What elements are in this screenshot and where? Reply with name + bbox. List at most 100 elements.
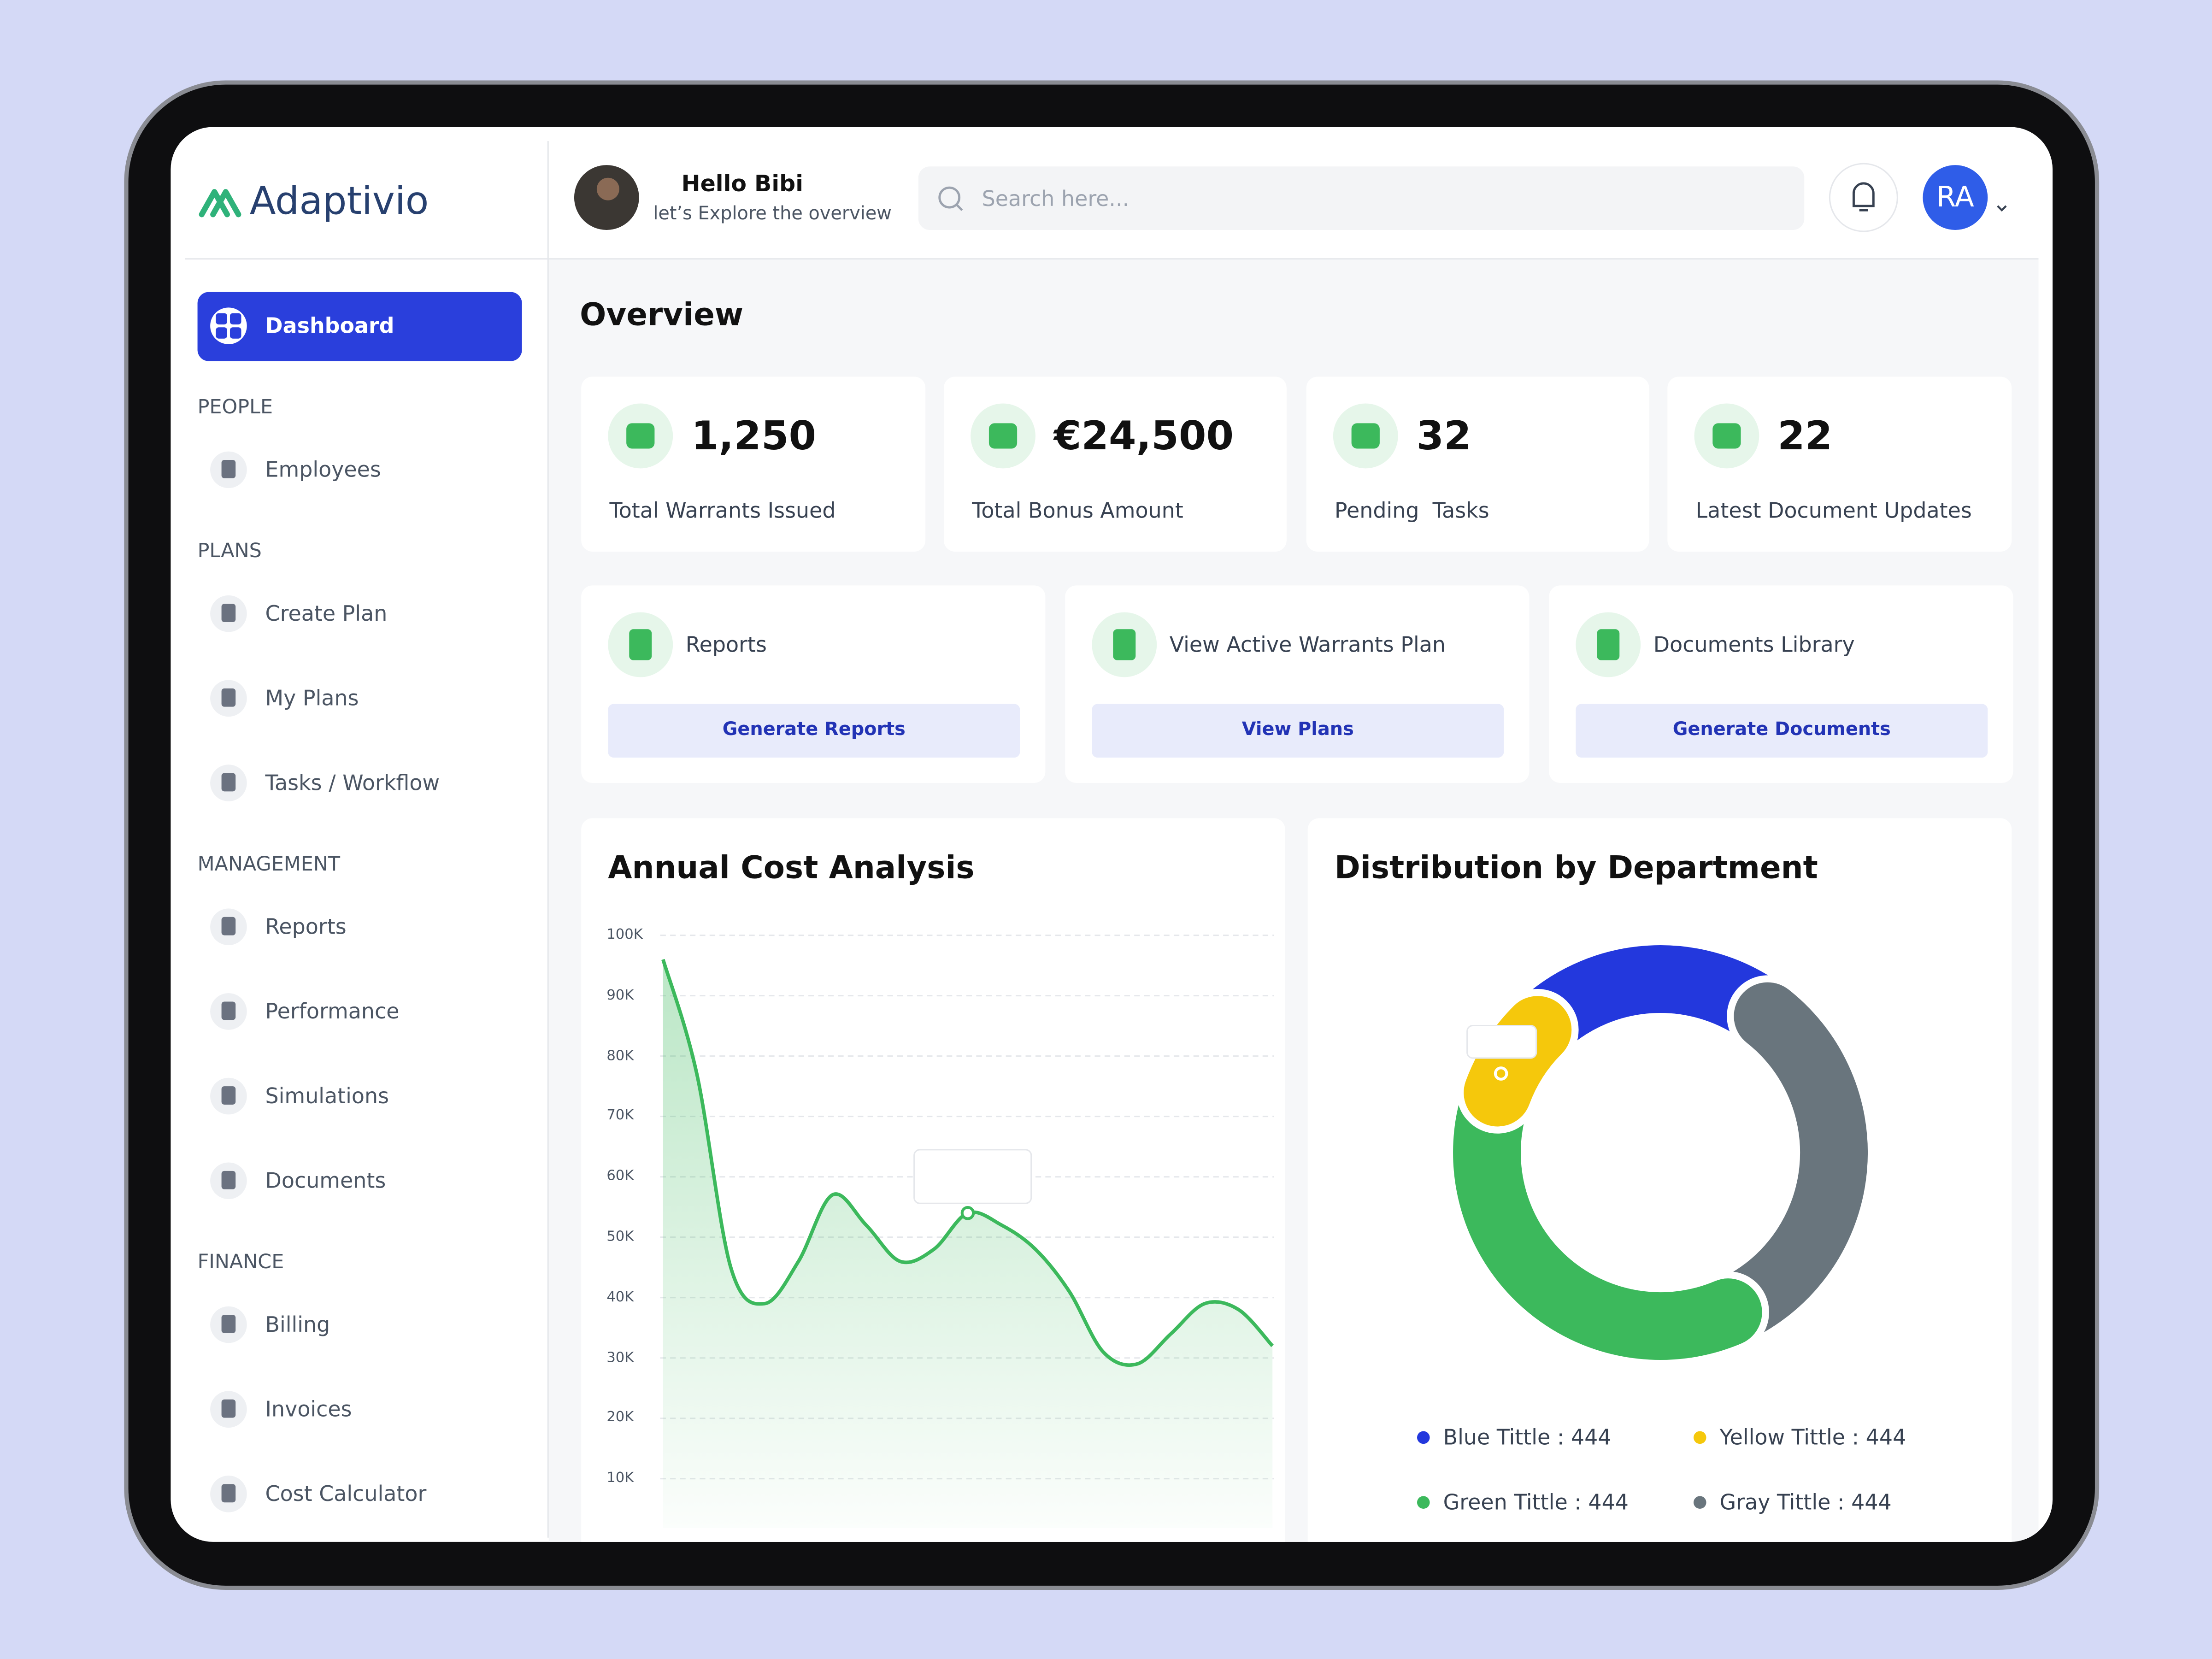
nav-heading: FINANCE	[197, 1251, 284, 1274]
y-tick-label: 10K	[606, 1471, 634, 1487]
action-icon	[1113, 629, 1136, 660]
nav-heading: PLANS	[197, 540, 262, 563]
donut-segment	[1453, 1070, 1762, 1360]
nav-icon-part	[221, 1315, 236, 1333]
search-placeholder[interactable]: Search here...	[982, 186, 1130, 212]
stat-icon	[988, 423, 1018, 449]
avatar-initials: RA	[1936, 181, 1974, 213]
chart-title: Annual Cost Analysis	[608, 851, 975, 887]
nav-item[interactable]: Create Plan	[265, 601, 388, 627]
profile-photo-face	[596, 177, 619, 200]
y-tick-label: 100K	[606, 927, 643, 943]
line	[661, 959, 1274, 1367]
y-tick-label: 30K	[606, 1350, 634, 1366]
nav-item[interactable]: Cost Calculator	[265, 1481, 427, 1507]
legend-label: Green Tittle : 444	[1443, 1489, 1629, 1515]
nav-icon	[210, 307, 247, 344]
tooltip	[913, 1149, 1032, 1204]
screen: Adaptivio Dashboard PEOPLE Employees PLANS Cr…	[171, 127, 2053, 1542]
nav-icon-part	[221, 459, 236, 478]
nav-item[interactable]: Reports	[265, 914, 347, 940]
legend-label: Blue Tittle : 444	[1443, 1424, 1612, 1450]
nav-icon-part	[216, 313, 227, 325]
nav-item[interactable]: Documents	[265, 1168, 386, 1194]
stat-label: Latest Document Updates	[1695, 498, 1972, 524]
line-area	[663, 959, 1273, 1528]
action-title: View Active Warrants Plan	[1169, 632, 1446, 658]
donut-segment	[1512, 945, 1792, 1056]
greeting: Hello Bibi	[681, 170, 804, 197]
search-icon	[955, 204, 963, 211]
nav-label[interactable]: Dashboard	[265, 313, 394, 339]
ui: Adaptivio Dashboard PEOPLE Employees PLANS Cr…	[171, 127, 2053, 1542]
nav-icon-part	[221, 1484, 236, 1503]
nav-icon-part	[221, 1001, 236, 1020]
stat-label: Pending Tasks	[1334, 498, 1489, 524]
y-tick-label: 60K	[606, 1169, 634, 1185]
stat-icon	[1712, 423, 1741, 449]
nav-icon-part	[221, 1399, 236, 1418]
y-tick-label: 20K	[606, 1410, 634, 1426]
legend-marker	[1417, 1496, 1430, 1509]
nav-item[interactable]: Employees	[265, 457, 381, 482]
nav-item[interactable]: Billing	[265, 1312, 330, 1338]
legend-marker	[1417, 1431, 1430, 1444]
nav-item[interactable]: Simulations	[265, 1083, 389, 1109]
donut-segment	[1705, 982, 1868, 1341]
graphics: RA	[199, 163, 2007, 1528]
legend-marker	[1694, 1496, 1706, 1509]
nav-active[interactable]	[197, 292, 522, 361]
overview-title: Overview	[580, 298, 744, 334]
nav-icon-part	[221, 1171, 236, 1189]
nav-item[interactable]: Performance	[265, 999, 400, 1024]
stat-label: Total Bonus Amount	[972, 498, 1183, 524]
greeting-subtitle: let’s Explore the overview	[653, 204, 892, 225]
y-tick-label: 80K	[606, 1048, 634, 1064]
action-title: Documents Library	[1653, 632, 1855, 658]
nav-icon-part	[221, 1086, 236, 1105]
action-title: Reports	[685, 632, 767, 658]
y-tick-label: 90K	[606, 988, 634, 1004]
avatar-caret	[1997, 205, 2007, 212]
action-button-label[interactable]: Generate Reports	[722, 719, 906, 741]
stat-value: 22	[1777, 412, 1833, 459]
action-icon	[629, 629, 652, 660]
nav-icon-part	[221, 917, 236, 935]
stat-value: €24,500	[1053, 412, 1234, 459]
nav-item[interactable]: Invoices	[265, 1396, 352, 1422]
logo-mark	[199, 189, 241, 218]
y-tick-label: 50K	[606, 1229, 634, 1245]
stat-value: 1,250	[691, 412, 817, 459]
nav-icon-part	[221, 688, 236, 707]
chart-title: Distribution by Department	[1334, 851, 1818, 887]
notification-button	[1829, 163, 1898, 232]
nav-icon-part	[216, 327, 227, 339]
action-button-label[interactable]: Generate Documents	[1672, 719, 1891, 741]
tooltip-point	[1494, 1066, 1508, 1081]
bell-icon	[1852, 182, 1875, 212]
nav-icon-part	[221, 604, 236, 622]
nav-item[interactable]: Tasks / Workflow	[265, 770, 440, 796]
stat-label: Total Warrants Issued	[609, 498, 836, 524]
action-button[interactable]: Generate Reports	[608, 704, 1020, 758]
nav-icon-part	[229, 327, 241, 339]
tooltip-point	[960, 1206, 975, 1220]
sidebar-divider	[547, 141, 549, 1538]
header-divider	[185, 258, 2039, 260]
search-box[interactable]	[918, 166, 1805, 230]
nav-item[interactable]: My Plans	[265, 685, 359, 711]
stat-value: 32	[1416, 412, 1471, 459]
action-button[interactable]: Generate Documents	[1576, 704, 1988, 758]
action-button-label[interactable]: View Plans	[1241, 719, 1354, 741]
legend-label: Gray Tittle : 444	[1719, 1489, 1892, 1515]
legend-label: Yellow Tittle : 444	[1719, 1424, 1906, 1450]
search-icon	[938, 186, 961, 209]
stat-icon	[626, 423, 655, 449]
legend-marker	[1694, 1431, 1706, 1444]
action-button[interactable]: View Plans	[1092, 704, 1504, 758]
tooltip	[1466, 1024, 1537, 1059]
avatar	[1923, 165, 1988, 230]
nav-icon-part	[221, 773, 236, 792]
